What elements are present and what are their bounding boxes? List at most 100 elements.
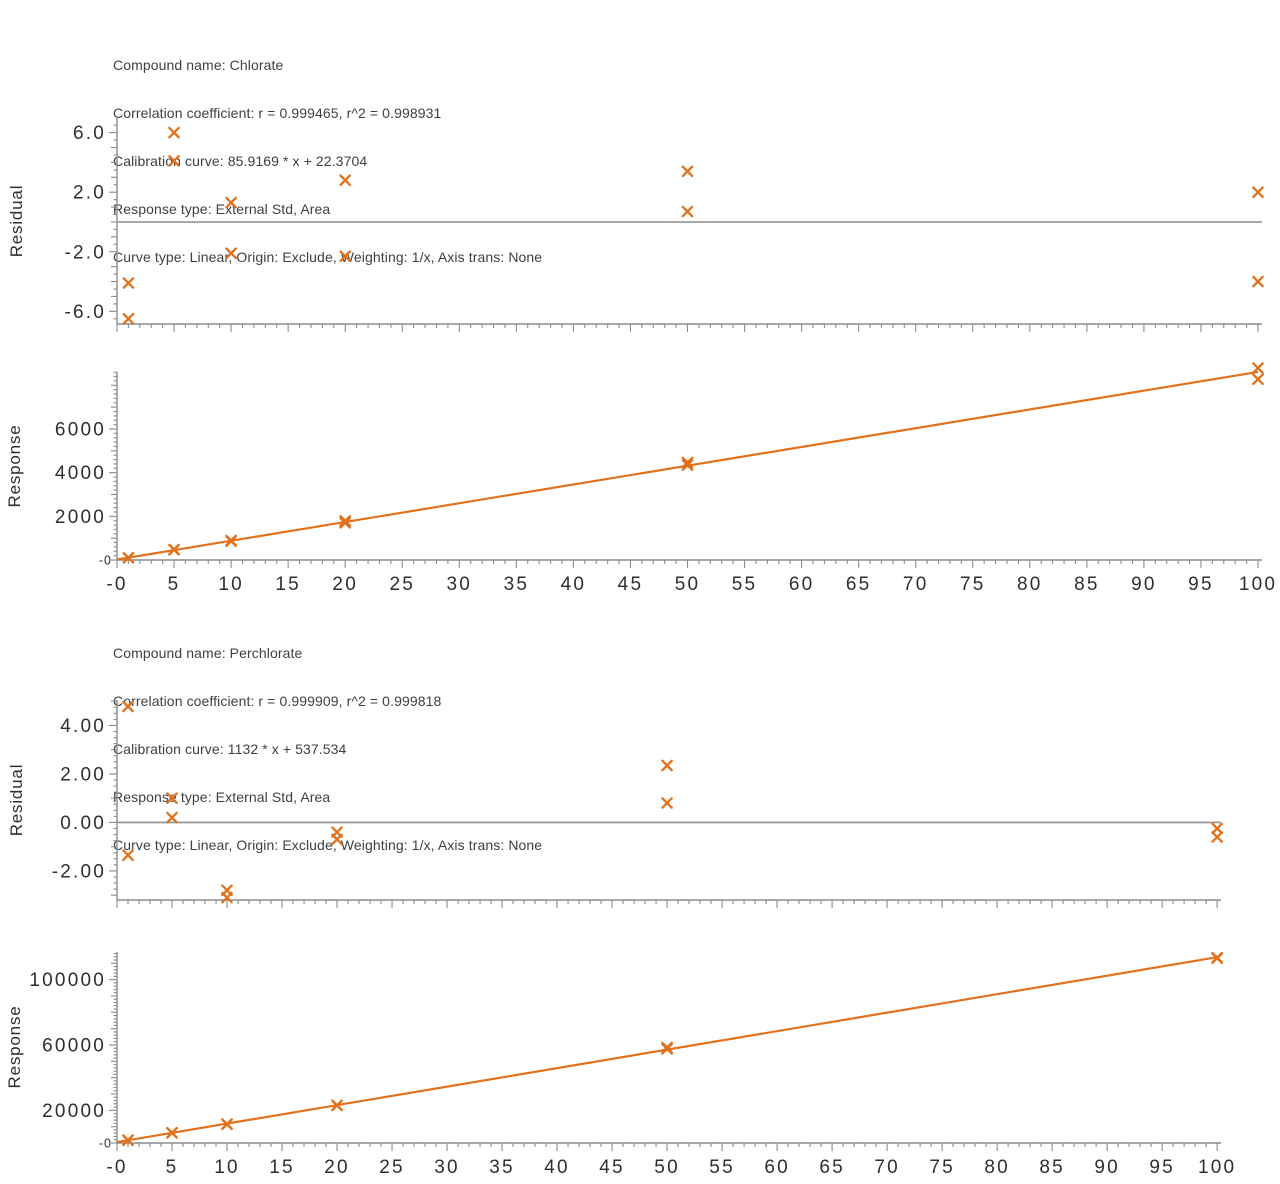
data-point-marker xyxy=(661,797,673,809)
header-line: Response type: External Std, Area xyxy=(113,789,331,805)
y-tick-label: -2.0 xyxy=(64,242,106,263)
data-point-marker xyxy=(1211,831,1223,843)
data-point-marker xyxy=(225,535,237,548)
data-point-marker xyxy=(168,155,180,167)
x-tick-label: 75 xyxy=(929,1157,955,1178)
x-tick-label: 25 xyxy=(379,1157,405,1178)
data-point-marker xyxy=(1252,362,1264,374)
compound-header-chlorate: Compound name: Chlorate Correlation coef… xyxy=(113,25,542,281)
y-tick-label: 20000 xyxy=(42,1101,106,1122)
header-line: Compound name: Chlorate xyxy=(113,57,284,73)
x-tick-label: -0 xyxy=(106,1157,127,1178)
y-tick-label: 6000 xyxy=(55,419,106,440)
x-tick-label: 50 xyxy=(654,1157,680,1178)
data-point-marker xyxy=(166,1127,178,1139)
data-point-marker xyxy=(339,517,352,529)
y-origin-label: -0 xyxy=(99,554,112,568)
header-line: Correlation coefficient: r = 0.999909, r… xyxy=(113,693,442,709)
y-axis-title: Response xyxy=(5,1006,24,1089)
data-point-marker xyxy=(122,277,135,289)
data-point-marker xyxy=(221,1118,233,1131)
x-tick-label: 90 xyxy=(1131,574,1157,595)
data-point-marker xyxy=(225,247,237,260)
x-tick-label: 40 xyxy=(561,574,587,595)
x-tick-label: 45 xyxy=(618,574,644,595)
x-tick-label: 30 xyxy=(447,574,473,595)
x-tick-label: 40 xyxy=(544,1157,570,1178)
x-tick-label: 5 xyxy=(168,574,181,595)
header-line: Response type: External Std, Area xyxy=(113,201,331,217)
x-tick-label: 85 xyxy=(1074,574,1100,595)
data-point-marker xyxy=(122,700,134,713)
data-point-marker xyxy=(122,1134,134,1147)
data-point-marker xyxy=(681,456,694,469)
x-tick-label: 80 xyxy=(984,1157,1010,1178)
y-tick-label: 2000 xyxy=(55,507,106,528)
x-tick-label: 25 xyxy=(389,574,415,595)
x-tick-label: 95 xyxy=(1149,1157,1175,1178)
data-point-marker xyxy=(339,515,352,527)
y-axis-title: Residual xyxy=(7,764,26,837)
x-tick-label: 60 xyxy=(764,1157,790,1178)
y-tick-label: 4.00 xyxy=(60,716,106,737)
y-tick-label: -2.00 xyxy=(52,861,106,882)
x-tick-label: 30 xyxy=(434,1157,460,1178)
data-point-marker xyxy=(339,250,352,263)
x-tick-label: 65 xyxy=(819,1157,845,1178)
perchlorate-residual-chart: 4.00 2.00 0.00 -2.00 Residual xyxy=(7,700,1223,908)
data-point-marker xyxy=(166,811,178,824)
x-tick-label: 85 xyxy=(1039,1157,1065,1178)
x-tick-label: 100 xyxy=(1198,1157,1236,1178)
header-line: Correlation coefficient: r = 0.999465, r… xyxy=(113,105,442,121)
x-tick-label: 90 xyxy=(1094,1157,1120,1178)
data-point-marker xyxy=(1211,952,1223,965)
data-point-marker xyxy=(1252,275,1264,288)
header-line: Curve type: Linear, Origin: Exclude, Wei… xyxy=(113,249,543,265)
x-tick-label: 60 xyxy=(789,574,815,595)
data-point-marker xyxy=(339,174,352,187)
x-tick-label: 15 xyxy=(269,1157,295,1178)
chlorate-response-chart: 2000 4000 6000 -0 -0 5 10 15 20 25 30 35 40 45 50 55 60 6… xyxy=(5,362,1277,595)
x-tick-label: 80 xyxy=(1017,574,1043,595)
x-tick-label: 70 xyxy=(903,574,929,595)
y-tick-label: 100000 xyxy=(29,970,106,991)
header-line: Calibration curve: 1132 * x + 537.534 xyxy=(113,741,347,757)
data-point-marker xyxy=(225,196,237,209)
x-tick-label: 10 xyxy=(218,574,244,595)
x-tick-label: 15 xyxy=(275,574,301,595)
header-line: Compound name: Perchlorate xyxy=(113,645,303,661)
y-tick-label: 0.00 xyxy=(60,813,106,834)
data-point-marker xyxy=(661,1043,673,1055)
data-point-marker xyxy=(1252,373,1264,386)
x-tick-label: -0 xyxy=(106,574,127,595)
y-tick-label: 2.00 xyxy=(60,764,106,785)
data-point-marker xyxy=(681,459,694,471)
y-tick-label: -6.0 xyxy=(64,302,106,323)
y-origin-label: -0 xyxy=(99,1137,112,1151)
y-tick-label: 4000 xyxy=(55,463,106,484)
x-tick-label: 45 xyxy=(599,1157,625,1178)
y-tick-label: 6.0 xyxy=(73,123,106,144)
data-point-marker xyxy=(122,312,135,325)
data-point-marker xyxy=(681,205,694,218)
data-point-marker xyxy=(221,891,233,904)
x-tick-label: 55 xyxy=(709,1157,735,1178)
data-point-marker xyxy=(168,126,180,139)
x-tick-label: 10 xyxy=(214,1157,240,1178)
header-line: Curve type: Linear, Origin: Exclude, Wei… xyxy=(113,837,543,853)
x-tick-label: 20 xyxy=(324,1157,350,1178)
x-tick-label: 35 xyxy=(489,1157,515,1178)
data-point-marker xyxy=(331,833,343,846)
x-tick-label: 75 xyxy=(960,574,986,595)
data-point-marker xyxy=(661,759,673,772)
y-axis-title: Response xyxy=(5,425,24,508)
x-tick-label: 100 xyxy=(1239,574,1277,595)
compound-header-perchlorate: Compound name: Perchlorate Correlation c… xyxy=(113,613,542,869)
header-line: Calibration curve: 85.9169 * x + 22.3704 xyxy=(113,153,368,169)
x-tick-label: 95 xyxy=(1188,574,1214,595)
data-point-marker xyxy=(681,165,694,178)
data-point-marker xyxy=(1211,822,1223,835)
perchlorate-response-chart: 20000 60000 100000 -0 -0 5 10 15 20 25 30 35 40 45 50 5… xyxy=(5,951,1236,1178)
x-tick-label: 55 xyxy=(732,574,758,595)
